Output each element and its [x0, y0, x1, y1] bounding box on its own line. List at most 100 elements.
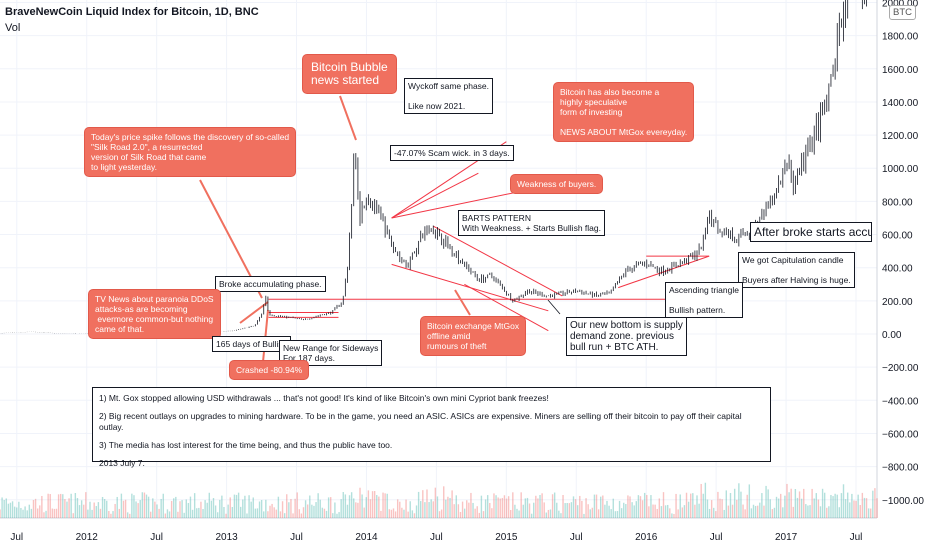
annotation-crashed: Crashed -80.94%: [229, 360, 310, 380]
volume-bar: [240, 506, 242, 518]
volume-bar: [792, 506, 794, 518]
volume-bar: [706, 499, 709, 518]
volume-bar: [710, 500, 713, 518]
volume-bar: [692, 493, 694, 518]
volume-bar: [493, 493, 495, 518]
volume-bar: [606, 500, 608, 518]
volume-bar: [595, 494, 598, 518]
volume-bar: [286, 494, 288, 518]
volume-bar: [420, 501, 422, 518]
volume-bar: [715, 511, 717, 518]
volume-bar: [461, 501, 464, 518]
volume-bar: [763, 505, 765, 518]
volume-bar: [413, 513, 416, 518]
volume-bar: [24, 506, 26, 518]
volume-bar: [790, 488, 792, 518]
volume-bar: [713, 507, 715, 518]
volume-bar: [842, 484, 845, 518]
volume-bar: [143, 492, 146, 518]
volume-bar: [861, 492, 864, 518]
volume-bar: [139, 500, 141, 518]
volume-bar: [260, 500, 263, 518]
volume-bar: [476, 506, 478, 518]
volume-bar: [468, 502, 470, 518]
volume-bar: [309, 495, 311, 518]
volume-bar: [821, 488, 824, 518]
volume-bar: [103, 499, 106, 518]
trend-line: [391, 190, 521, 219]
volume-bar: [482, 511, 485, 518]
volume-bar: [683, 505, 686, 518]
y-tick-label: 1600.00: [882, 65, 919, 76]
volume-bar: [673, 513, 675, 518]
volume-bar: [371, 491, 374, 518]
volume-bar: [629, 496, 631, 518]
x-tick-label: Jul: [430, 532, 443, 543]
volume-bar: [350, 492, 353, 518]
volume-bar: [22, 509, 24, 518]
volume-bar: [652, 504, 654, 518]
volume-bar: [13, 506, 16, 518]
volume-bar: [660, 506, 663, 518]
volume-bar: [208, 492, 211, 518]
volume-bar: [223, 506, 225, 518]
volume-bar: [200, 501, 202, 518]
volume-bar: [849, 502, 851, 518]
volume-bar: [834, 493, 836, 518]
volume-bar: [126, 512, 129, 518]
volume-bar: [533, 502, 535, 518]
volume-bar: [719, 498, 721, 518]
volume-bar: [152, 498, 154, 518]
volume-bar: [503, 495, 506, 518]
volume-bar: [669, 508, 671, 518]
volume-bar: [522, 504, 524, 518]
volume-bar: [597, 509, 600, 518]
volume-bar: [666, 504, 669, 518]
volume-bar: [434, 487, 437, 518]
volume-bar: [0, 509, 1, 518]
volume-bar: [110, 513, 112, 518]
volume-bar: [380, 510, 382, 518]
volume-bar: [451, 490, 453, 518]
volume-bar: [625, 504, 627, 518]
volume-bar: [581, 500, 583, 518]
volume-bar: [315, 502, 317, 518]
volume-bar: [279, 511, 282, 518]
volume-bar: [752, 504, 755, 518]
volume-bar: [486, 495, 489, 518]
volume-bar: [394, 511, 397, 518]
volume-bar: [417, 491, 420, 518]
callout-pointer: [339, 95, 357, 141]
volume-bar: [731, 504, 734, 518]
volume-bar: [177, 511, 179, 518]
x-tick-label: 2014: [355, 532, 378, 543]
volume-bar: [623, 502, 625, 518]
volume-bar: [872, 490, 874, 518]
volume-bar: [750, 508, 753, 518]
annotation-wyckoff: Wyckoff same phase. Like now 2021.: [404, 78, 494, 114]
volume-bar: [646, 494, 648, 518]
annotation-after-broke: After broke starts accum: [750, 222, 872, 242]
volume-bar: [583, 513, 585, 518]
volume-bar: [294, 498, 296, 518]
volume-bar: [721, 499, 723, 518]
volume-bar: [323, 508, 326, 518]
volume-bar: [489, 502, 491, 518]
volume-bar: [344, 494, 347, 518]
volume-bar: [654, 504, 656, 518]
volume-bar: [539, 494, 541, 518]
volume-bar: [168, 511, 171, 518]
x-tick-label: 2015: [495, 532, 518, 543]
volume-bar: [564, 503, 566, 518]
volume-bar: [579, 495, 581, 518]
y-tick-label: 600.00: [882, 231, 913, 242]
annotation-mtgox-offline: Bitcoin exchange MtGox offline amid rumo…: [420, 316, 527, 356]
volume-bar: [122, 500, 125, 518]
volume-bar: [135, 501, 137, 518]
volume-bar: [679, 494, 681, 518]
volume-bar: [187, 502, 190, 518]
volume-bar: [76, 497, 79, 518]
volume-bar: [179, 501, 181, 518]
volume-bar: [116, 496, 118, 518]
volume-bar: [175, 496, 177, 518]
